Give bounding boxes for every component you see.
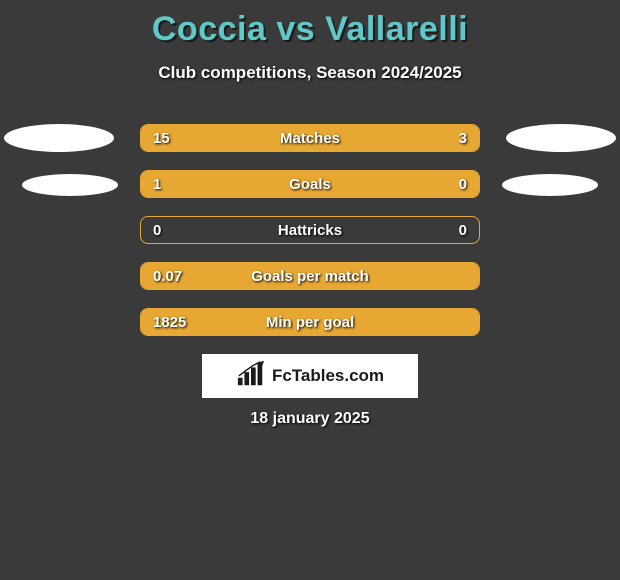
brand-text: FcTables.com xyxy=(272,366,384,386)
stat-row: 1825Min per goal xyxy=(0,302,620,348)
stat-label: Min per goal xyxy=(141,309,479,336)
stat-bar: 153Matches xyxy=(140,124,480,152)
date-text: 18 january 2025 xyxy=(0,410,620,428)
player2-badge xyxy=(506,124,616,152)
player1-badge xyxy=(4,124,114,152)
stat-label: Matches xyxy=(141,125,479,152)
stats-rows: 153Matches 10Goals 00Hattricks 0.07Goals pe… xyxy=(0,118,620,348)
stat-label: Goals xyxy=(141,171,479,198)
stat-bar: 0.07Goals per match xyxy=(140,262,480,290)
stat-row: 00Hattricks xyxy=(0,210,620,256)
stat-bar: 00Hattricks xyxy=(140,216,480,244)
subtitle: Club competitions, Season 2024/2025 xyxy=(0,63,620,83)
vs-text: vs xyxy=(276,10,315,48)
stat-row: 10Goals xyxy=(0,164,620,210)
comparison-card: Coccia vs Vallarelli Club competitions, … xyxy=(0,0,620,580)
stat-row: 153Matches xyxy=(0,118,620,164)
stat-bar: 10Goals xyxy=(140,170,480,198)
stat-bar: 1825Min per goal xyxy=(140,308,480,336)
title: Coccia vs Vallarelli xyxy=(0,0,620,49)
brand-badge: FcTables.com xyxy=(202,354,418,398)
player2-name: Vallarelli xyxy=(325,10,468,48)
chart-icon xyxy=(236,360,266,393)
player1-badge xyxy=(22,174,118,196)
stat-label: Hattricks xyxy=(141,217,479,244)
stat-row: 0.07Goals per match xyxy=(0,256,620,302)
player1-name: Coccia xyxy=(152,10,267,48)
stat-label: Goals per match xyxy=(141,263,479,290)
player2-badge xyxy=(502,174,598,196)
